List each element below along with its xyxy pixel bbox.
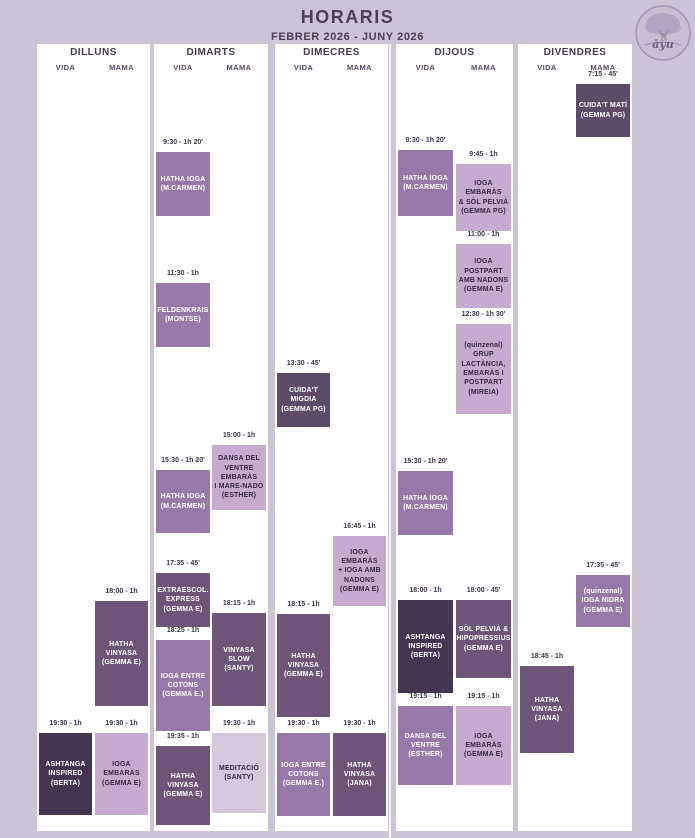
page-subtitle: FEBRER 2026 - JUNY 2026 bbox=[271, 31, 424, 43]
event-block: IOGA POSTPART AMB NADONS (GEMMA E) bbox=[456, 244, 511, 308]
event-time: 19:30 - 1h bbox=[105, 720, 138, 727]
day-panel-dilluns: DILLUNS VIDA MAMA 18:00 - 1h HATHA VINYASA (… bbox=[37, 44, 150, 831]
day-name-dijous: DIJOUS bbox=[434, 47, 475, 58]
column-label-vida: VIDA bbox=[173, 63, 193, 72]
day-name-dimarts: DIMARTS bbox=[186, 47, 236, 58]
event-block: HATHA IOGA (M.CARMEN) bbox=[156, 152, 210, 216]
column-label-mama: MAMA bbox=[347, 63, 372, 72]
day-panel-dijous: DIJOUS VIDA MAMA 9:30 - 1h 20' HATHA IOGA (M… bbox=[396, 44, 513, 831]
event-block: HATHA IOGA (M.CARMEN) bbox=[398, 471, 453, 535]
page-title: HORARIS bbox=[300, 7, 395, 27]
event-time: 9:45 - 1h bbox=[469, 151, 498, 158]
event-block: IOGA EMBARÀS (GEMMA E) bbox=[456, 706, 511, 785]
event-time: 18:00 - 1h bbox=[105, 588, 138, 595]
event-block: DANSA DEL VENTRE EMBARÀS I MARE-NADÓ (ES… bbox=[212, 445, 266, 510]
column-label-mama: MAMA bbox=[226, 63, 252, 72]
event-block: MEDITACIÓ (SANTY) bbox=[212, 733, 266, 813]
event-block: HATHA IOGA (M.CARMEN) bbox=[398, 150, 453, 216]
event-time: 19:30 - 1h bbox=[49, 720, 82, 727]
event-time: 11:30 - 1h bbox=[167, 270, 199, 277]
event-block: IOGA ENTRE COTONS (GEMMA E.) bbox=[277, 733, 330, 816]
column-label-vida: VIDA bbox=[537, 63, 557, 72]
event-time: 19:30 - 1h bbox=[222, 720, 256, 727]
event-block: ASHTANGA INSPIRED (BERTA) bbox=[398, 600, 453, 693]
day-name-dimecres: DIMECRES bbox=[303, 47, 360, 58]
event-block: HATHA VINYASA (GEMMA E) bbox=[156, 746, 210, 825]
event-block: CUIDA'T MIGDIA (GEMMA PG) bbox=[277, 373, 330, 427]
event-time: 11:00 - 1h bbox=[467, 231, 500, 238]
event-time: 9:30 - 1h 20' bbox=[405, 137, 446, 144]
event-block: (quinzenal) IOGA NIDRA (GEMMA E) bbox=[576, 575, 630, 627]
column-label-vida: VIDA bbox=[55, 63, 76, 72]
column-label-mama: MAMA bbox=[590, 63, 616, 72]
tree-icon bbox=[644, 13, 682, 46]
event-time: 17:35 - 45' bbox=[586, 562, 620, 569]
event-block: SÒL PELVIÀ & HIPOPRESSIUS (GEMMA E) bbox=[456, 600, 511, 678]
event-time: 17:35 - 45' bbox=[166, 560, 200, 567]
event-time: 19:30 - 1h bbox=[287, 720, 320, 727]
event-block: HATHA VINYASA (GEMMA E) bbox=[277, 614, 330, 717]
event-block: IOGA ENTRE COTONS (GEMMA E.) bbox=[156, 640, 210, 731]
event-block: VINYASA SLOW (SANTY) bbox=[212, 613, 266, 706]
event-time: 18:00 - 1h bbox=[409, 587, 442, 594]
event-time: 16:45 - 1h bbox=[343, 523, 376, 530]
event-time: 18:25 - 1h bbox=[166, 627, 200, 634]
event-block: (quinzenal) GRUP LACTÀNCIA, EMBARÀS I PO… bbox=[456, 324, 511, 414]
event-time: 7:15 - 45' bbox=[588, 71, 618, 78]
ayu-logo: āyu bbox=[635, 5, 691, 61]
event-block: IOGA EMBARÀS + IOGA AMB NADONS (GEMMA E) bbox=[333, 536, 386, 606]
event-time: 13:30 - 45' bbox=[286, 360, 321, 367]
day-panel-divendres: DIVENDRES VIDA MAMA 7:15 - 45' CUIDA'T MATÍ … bbox=[518, 44, 632, 831]
column-label-mama: MAMA bbox=[471, 63, 496, 72]
day-panel-dimarts: DIMARTS VIDA MAMA 9:30 - 1h 20' HATHA IOGA (… bbox=[154, 44, 268, 831]
event-block: FELDENKRAIS (MONTSE) bbox=[156, 283, 210, 347]
event-time: 19:15 - 1h bbox=[409, 693, 442, 700]
event-time: 18:15 - 1h bbox=[222, 600, 256, 607]
event-time: 15:00 - 1h bbox=[222, 432, 256, 439]
event-time: 18:15 - 1h bbox=[287, 601, 320, 608]
day-name-divendres: DIVENDRES bbox=[543, 47, 607, 58]
event-time: 19:30 - 1h bbox=[343, 720, 376, 727]
column-label-vida: VIDA bbox=[415, 63, 436, 72]
logo-text: āyu bbox=[652, 38, 674, 51]
event-block: EXTRAESCOL. EXPRESS (GEMMA E) bbox=[156, 573, 210, 627]
event-time: 19:35 - 1h bbox=[166, 733, 200, 740]
event-time: 18:45 - 1h bbox=[530, 653, 564, 660]
event-time: 9:30 - 1h 20' bbox=[163, 139, 203, 146]
column-divider-line bbox=[389, 44, 391, 838]
event-time: 15:30 - 1h 20' bbox=[161, 457, 205, 464]
column-label-mama: MAMA bbox=[109, 63, 134, 72]
event-block: DANSA DEL VENTRE (ESTHER) bbox=[398, 706, 453, 785]
event-block: HATHA IOGA (M.CARMEN) bbox=[156, 470, 210, 533]
event-block: CUIDA'T MATÍ (GEMMA PG) bbox=[576, 84, 630, 137]
event-block: IOGA EMBARÀS & SÒL PELVIÀ (GEMMA PG) bbox=[456, 164, 511, 231]
day-panel-dimecres: DIMECRES VIDA MAMA 13:30 - 45' CUIDA'T MIGDI… bbox=[275, 44, 388, 831]
event-time: 19:15 - 1h bbox=[467, 693, 500, 700]
column-label-vida: VIDA bbox=[293, 63, 314, 72]
event-block: HATHA VINYASA (GEMMA E) bbox=[95, 601, 148, 706]
event-block: IOGA EMBARÀS (GEMMA E) bbox=[95, 733, 148, 815]
event-time: 15:30 - 1h 20' bbox=[403, 458, 448, 465]
event-block: ASHTANGA INSPIRED (BERTA) bbox=[39, 733, 92, 815]
event-time: 12:30 - 1h 30' bbox=[461, 311, 506, 318]
day-name-dilluns: DILLUNS bbox=[70, 47, 117, 58]
event-block: HATHA VINYASA (JANA) bbox=[333, 733, 386, 816]
event-block: HATHA VINYASA (JANA) bbox=[520, 666, 574, 753]
event-time: 18:00 - 45' bbox=[466, 587, 501, 594]
